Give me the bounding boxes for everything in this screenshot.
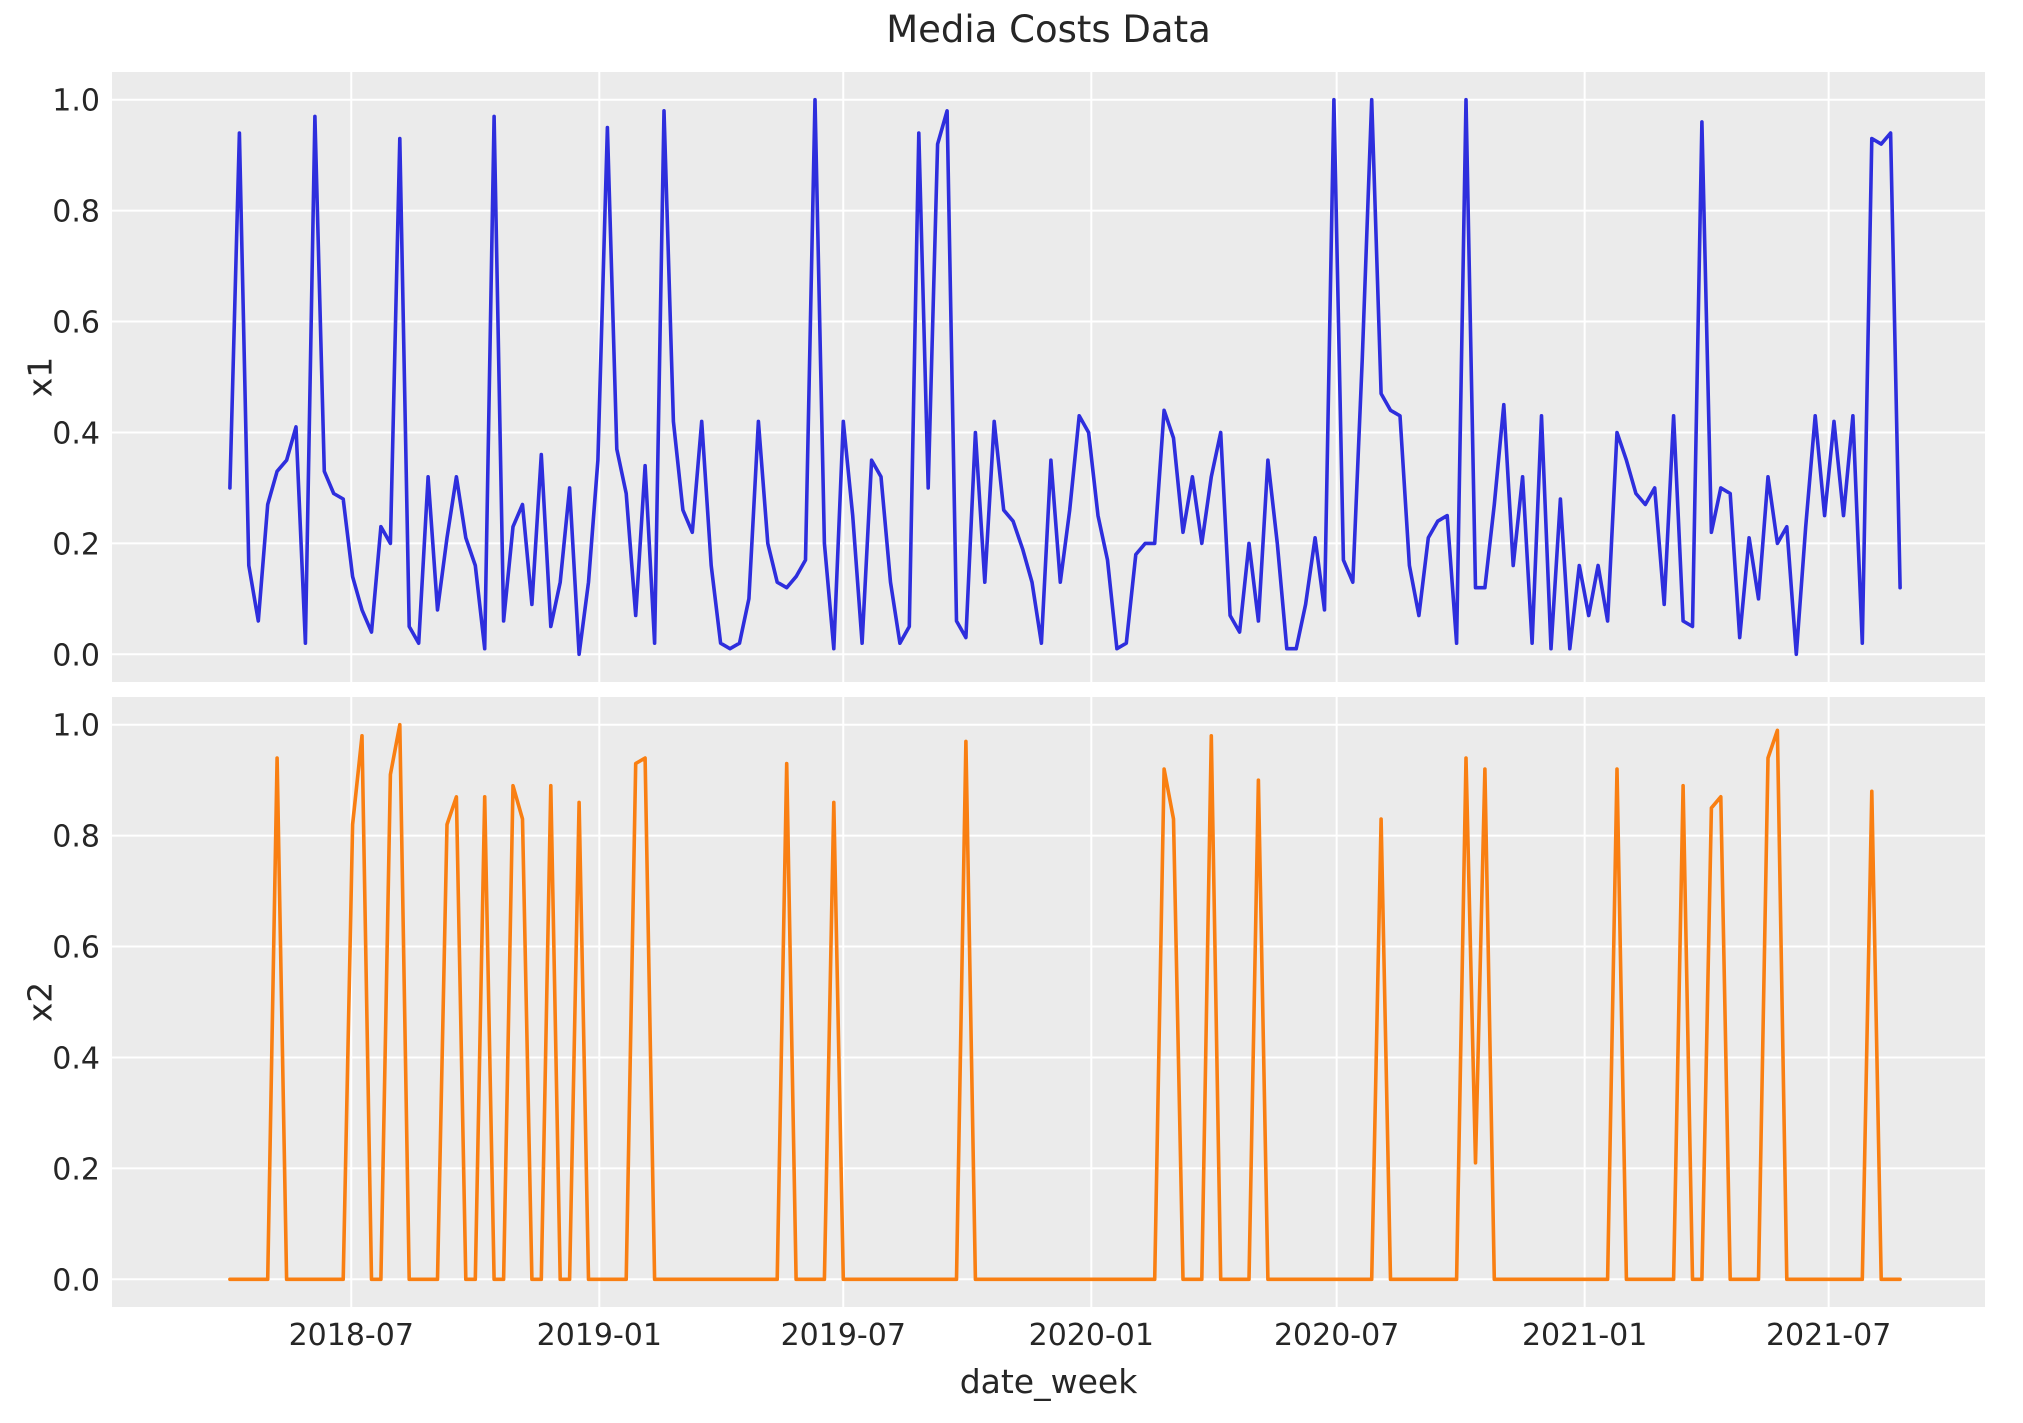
x-tick-label: 2020-01 [1029,1318,1154,1353]
x-tick-label: 2018-07 [289,1318,414,1353]
x-tick-label: 2021-01 [1522,1318,1647,1353]
x-tick-label: 2021-07 [1766,1318,1891,1353]
plot-background [112,697,1985,1307]
y-tick-label: 1.0 [52,709,100,744]
y-axis-label-x2: x2 [20,981,60,1023]
y-axis-label-x1: x1 [20,356,60,398]
y-tick-label: 0.4 [52,1041,100,1076]
x-tick-label: 2020-07 [1274,1318,1399,1353]
x-axis-label: date_week [959,1362,1138,1401]
y-tick-label: 0.0 [52,1263,100,1298]
top-subplot: 0.0 0.2 0.4 0.6 0.8 1.0 [52,72,1985,682]
y-tick-label: 0.8 [52,820,100,855]
y-tick-label: 0.6 [52,306,100,341]
x-tick-label: 2019-07 [781,1318,906,1353]
bottom-subplot: 0.0 0.2 0.4 0.6 0.8 1.0 [52,697,1985,1307]
y-tick-label: 0.0 [52,638,100,673]
x-axis-ticks: 2018-07 2019-01 2019-07 2020-01 2020-07 2021-… [289,1318,1892,1353]
y-tick-label: 0.6 [52,931,100,966]
x-tick-label: 2019-01 [537,1318,662,1353]
x2-line [228,722,1902,1282]
x1-line [228,97,1902,657]
y-tick-label: 0.2 [52,1152,100,1187]
y-tick-label: 0.8 [52,195,100,230]
chart-title: Media Costs Data [886,8,1211,51]
y-tick-label: 0.2 [52,527,100,562]
y-tick-label: 1.0 [52,84,100,119]
y-tick-label: 0.4 [52,416,100,451]
plot-background [112,72,1985,682]
